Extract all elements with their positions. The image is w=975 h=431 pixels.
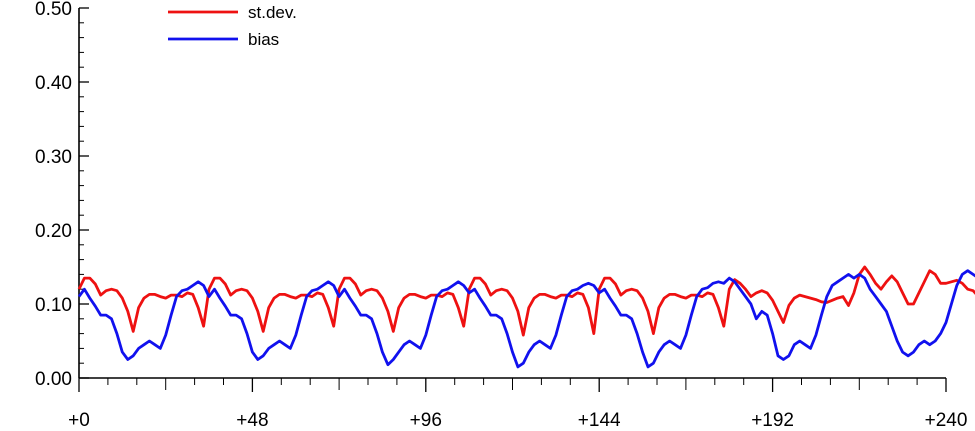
y-tick-label: 0.20 [35,221,72,242]
legend-label: bias [248,30,279,49]
x-tick-label: +0 [68,410,90,431]
legend-label: st.dev. [248,3,297,22]
y-ticks: 0.00 0.10 0.20 0.30 0.40 0.50 [35,0,89,390]
legend: st.dev. bias [168,3,297,49]
x-tick-label: +192 [751,410,794,431]
y-tick-label: 0.10 [35,295,72,316]
y-tick-label: 0.40 [35,73,72,94]
series-line-stdev [77,265,975,337]
series-layer [77,265,975,369]
y-tick-label: 0.30 [35,147,72,168]
x-ticks: +0 +48 +96 +144 +192 +240 [68,378,967,431]
y-tick-label: 0.50 [35,0,72,20]
x-tick-label: +96 [410,410,442,431]
series-line-bias [77,269,975,369]
y-tick-label: 0.00 [35,369,72,390]
x-tick-label: +48 [236,410,268,431]
x-tick-label: +240 [925,410,968,431]
plot-axes [78,8,946,379]
x-tick-label: +144 [578,410,621,431]
